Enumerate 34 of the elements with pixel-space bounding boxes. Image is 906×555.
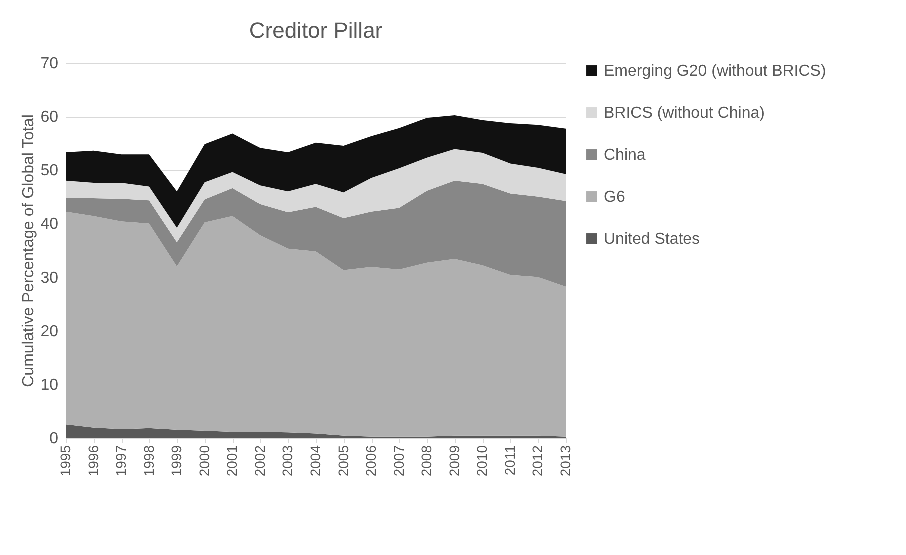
chart-title: Creditor Pillar: [249, 18, 383, 43]
x-tick-label: 2012: [530, 445, 546, 477]
legend-label: United States: [604, 231, 700, 248]
x-tick-label: 2003: [280, 445, 296, 477]
x-tick-label: 1996: [85, 445, 102, 477]
legend-label: G6: [604, 189, 626, 206]
y-tick-label: 10: [40, 376, 59, 394]
x-tick-label: 2002: [252, 445, 268, 477]
legend-label: Emerging G20 (without BRICS): [604, 63, 826, 80]
x-tick-label: 2007: [390, 445, 407, 477]
y-tick-label: 70: [40, 56, 59, 72]
x-tick-label: 2010: [474, 445, 490, 477]
x-tick-label: 1997: [113, 445, 130, 477]
x-tick-label: 2008: [418, 445, 435, 477]
x-tick-label: 2006: [363, 445, 380, 477]
x-tick-label: 2000: [196, 445, 212, 477]
y-tick-label: 40: [40, 216, 59, 234]
legend-label: BRICS (without China): [604, 105, 765, 122]
x-tick-label: 2009: [446, 445, 462, 477]
y-tick-label: 30: [40, 270, 59, 287]
y-tick-label: 50: [40, 162, 59, 180]
x-tick-label: 2005: [335, 445, 352, 477]
x-tick-label: 1998: [140, 445, 157, 477]
legend-label: China: [604, 147, 646, 164]
y-axis-title: Cumulative Percentage of Global Total: [20, 114, 38, 388]
x-tick-label: 1999: [168, 445, 185, 477]
x-tick-label: 2001: [224, 445, 240, 477]
y-tick-label: 20: [40, 323, 59, 340]
x-tick-label: 1995: [58, 445, 74, 477]
y-tick-label: 0: [50, 430, 59, 448]
x-tick-label: 2013: [558, 445, 574, 477]
x-tick-label: 2004: [308, 445, 324, 477]
y-tick-label: 60: [40, 109, 59, 126]
x-tick-label: 2011: [502, 445, 518, 476]
